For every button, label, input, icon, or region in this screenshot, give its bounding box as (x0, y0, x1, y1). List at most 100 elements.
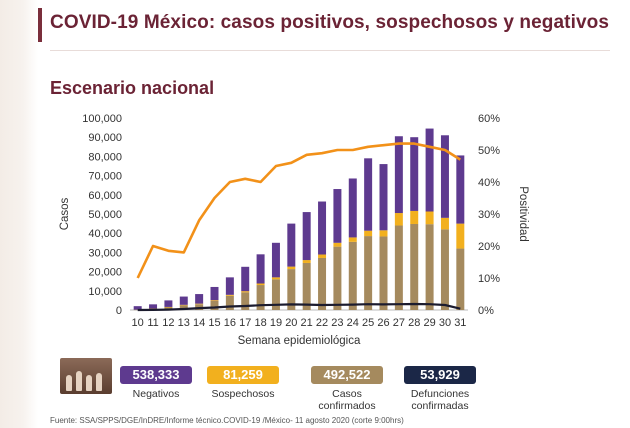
x-tick-label: 31 (454, 317, 466, 329)
bar-sospechosos (379, 230, 388, 237)
decorative-band (0, 0, 38, 428)
bar-casos-confirmados (394, 225, 403, 310)
page-title: COVID-19 México: casos positivos, sospec… (50, 12, 609, 33)
bar-casos-confirmados (241, 292, 250, 310)
bar-sospechosos (225, 294, 234, 296)
y-tick-label: 70,000 (88, 171, 122, 183)
logo-figure (66, 375, 72, 391)
y2-tick-label: 30% (478, 209, 500, 221)
x-tick-label: 30 (439, 317, 451, 329)
bar-negativos (256, 254, 265, 284)
bar-casos-confirmados (179, 305, 188, 310)
x-tick-label: 14 (193, 317, 205, 329)
bar-casos-confirmados (364, 236, 373, 310)
x-tick-label: 16 (224, 317, 236, 329)
bar-sospechosos (271, 277, 280, 280)
bar-sospechosos (410, 210, 419, 224)
x-tick-label: 23 (331, 317, 343, 329)
stat-label-defunciones-confirmadas: Defunciones confirmadas (410, 388, 470, 412)
bar-sospechosos (241, 291, 250, 293)
y-tick-label: 0 (116, 305, 122, 317)
x-tick-label: 25 (362, 317, 374, 329)
y-tick-label: 90,000 (88, 132, 122, 144)
logo-figure (96, 373, 102, 391)
bar-casos-confirmados (379, 236, 388, 310)
bar-sospechosos (440, 217, 449, 230)
x-tick-label: 18 (254, 317, 266, 329)
y-tick-label: 60,000 (88, 190, 122, 202)
bar-casos-confirmados (133, 309, 142, 311)
bar-negativos (133, 306, 142, 310)
bar-sospechosos (333, 242, 342, 247)
bar-casos-confirmados (440, 229, 449, 310)
y-tick-label: 10,000 (88, 286, 122, 298)
chart: 0 10,000 20,000 30,000 40,000 50,000 60,000 70,… (59, 113, 529, 347)
x-tick-label: 17 (239, 317, 251, 329)
bar-negativos (333, 189, 342, 243)
x-tick-label: 29 (423, 317, 435, 329)
line-defunciones-confirmadas (137, 302, 461, 312)
bar-negativos (225, 277, 234, 295)
y-tick-label: 40,000 (88, 228, 122, 240)
bar-sospechosos (287, 266, 296, 270)
bar-negativos (149, 304, 158, 309)
logo-figure (76, 371, 82, 391)
bar-casos-confirmados (333, 246, 342, 310)
x-tick-label: 24 (347, 317, 359, 329)
x-tick-label: 11 (147, 317, 158, 329)
x-tick-label: 26 (377, 317, 389, 329)
x-tick-label: 12 (162, 317, 174, 329)
logo-figure (86, 375, 92, 391)
bar-casos-confirmados (225, 295, 234, 310)
stat-label-sospechosos: Sospechosos (211, 388, 275, 400)
x-tick-label: 15 (208, 317, 220, 329)
chart-subtitle: Escenario nacional (50, 78, 215, 98)
y2-tick-label: 50% (478, 145, 500, 157)
bar-sospechosos (394, 213, 403, 226)
x-tick-label: 20 (285, 317, 297, 329)
bar-sospechosos (195, 303, 204, 305)
stat-value-sospechosos: 81,259 (207, 366, 279, 384)
bar-sospechosos (364, 230, 373, 237)
bar-negativos (318, 201, 327, 255)
y-axis-title: Casos (59, 197, 71, 230)
y-tick-label: 30,000 (88, 247, 122, 259)
bar-negativos (440, 135, 449, 218)
bar-casos-confirmados (318, 257, 327, 310)
bar-casos-confirmados (302, 262, 311, 310)
bar-casos-confirmados (210, 300, 219, 310)
bar-sospechosos (256, 283, 265, 286)
y2-tick-label: 40% (478, 177, 500, 189)
bar-negativos (410, 137, 419, 211)
y-tick-label: 20,000 (88, 267, 122, 279)
y2-tick-label: 20% (478, 241, 500, 253)
x-tick-label: 10 (132, 317, 144, 329)
bar-casos-confirmados (456, 248, 465, 310)
bar-negativos (287, 223, 296, 267)
stat-value-negativos: 538,333 (120, 366, 192, 384)
bar-casos-confirmados (287, 269, 296, 310)
bar-sospechosos (210, 300, 219, 301)
x-tick-label: 19 (270, 317, 282, 329)
bar-casos-confirmados (410, 223, 419, 310)
bar-sospechosos (456, 223, 465, 249)
bar-negativos (364, 158, 373, 231)
y-tick-label: 100,000 (82, 113, 122, 125)
bar-negativos (164, 300, 173, 307)
x-tick-label: 28 (408, 317, 420, 329)
y2-tick-label: 10% (478, 273, 500, 285)
title-divider (50, 50, 610, 51)
bar-negativos (456, 155, 465, 224)
x-tick-label: 27 (393, 317, 405, 329)
title-accent-bar (38, 8, 42, 42)
bar-sospechosos (425, 211, 434, 225)
bar-negativos (302, 212, 311, 261)
x-tick-label: 21 (301, 317, 313, 329)
screen-glare (540, 140, 600, 270)
bar-sospechosos (179, 304, 188, 306)
x-tick-label: 13 (178, 317, 190, 329)
bar-sospechosos (164, 306, 173, 308)
stat-value-defunciones-confirmadas: 53,929 (404, 366, 476, 384)
x-axis-title: Semana epidemiológica (238, 335, 361, 347)
